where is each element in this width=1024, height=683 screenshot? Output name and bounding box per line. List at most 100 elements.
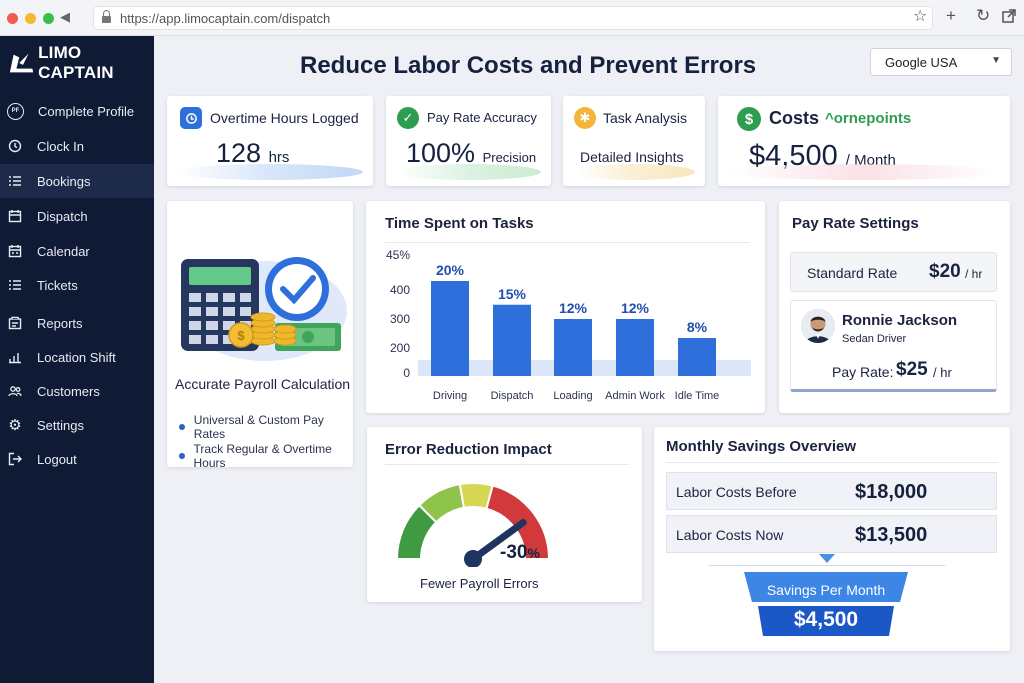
driver-rate-value: $25 (896, 359, 928, 380)
y-tick-label: 45% (386, 248, 410, 262)
driver-name: Ronnie Jackson (842, 312, 958, 329)
pay-rate-accuracy-card: ✓ Pay Rate Accuracy 100% Precision (386, 96, 551, 186)
bar-admin-work[interactable] (616, 319, 654, 376)
ticket-icon (7, 277, 23, 293)
close-window-button[interactable] (7, 13, 18, 24)
back-arrow-icon[interactable]: ◀ (60, 9, 70, 24)
driver-rate-unit: / hr (933, 365, 952, 380)
customers-icon (7, 383, 23, 399)
url-text: https://app.limocaptain.com/dispatch (120, 11, 331, 26)
y-tick-label: 200 (390, 341, 410, 355)
sidebar-item-tickets[interactable]: Tickets (0, 268, 154, 302)
maximize-window-button[interactable] (43, 13, 54, 24)
standard-rate-row[interactable]: Standard Rate $20 / hr (790, 252, 997, 292)
puzzle-icon: ✱ (574, 107, 596, 129)
overtime-hours-card: Overtime Hours Logged 128 hrs (167, 96, 373, 186)
error-reduction-title: Error Reduction Impact (385, 441, 552, 458)
sidebar-item-location-shift[interactable]: Location Shift (0, 340, 154, 374)
address-bar[interactable]: https://app.limocaptain.com/dispatch (93, 6, 933, 30)
bar-chart: 0 200 300 400 45% 20% Driving 15% Dispatch 12% Loa… (386, 248, 751, 402)
error-reduction-card: Error Reduction Impact -30% Fewer Payrol… (367, 427, 642, 602)
error-reduction-suffix: % (527, 545, 540, 561)
chevron-down-icon: ▼ (991, 55, 1001, 66)
standard-rate-unit: / hr (965, 267, 983, 281)
time-spent-chart-card: Time Spent on Tasks 0 200 300 400 45% 20% Driv… (366, 201, 765, 413)
sidebar-item-label: Reports (37, 315, 83, 331)
error-reduction-value: -30% (500, 542, 540, 564)
y-tick-label: 300 (390, 312, 410, 326)
clock-badge-icon (180, 107, 202, 129)
labor-costs-now-value: $13,500 (855, 524, 928, 546)
x-category-label: Driving (433, 390, 467, 402)
sidebar-item-complete-profile[interactable]: PF Complete Profile (0, 94, 154, 128)
payroll-bullet: Universal & Custom Pay Rates (179, 413, 353, 441)
sidebar-item-label: Customers (37, 383, 100, 399)
profile-badge-icon: PF (7, 102, 24, 120)
sidebar-item-clock-in[interactable]: Clock In (0, 129, 154, 163)
sidebar-item-settings[interactable]: ⚙ Settings (0, 408, 154, 442)
bar-loading[interactable] (554, 319, 592, 376)
accuracy-value: 100% Precision (406, 138, 536, 169)
sidebar-item-calendar[interactable]: Calendar (0, 234, 154, 268)
savings-banner (744, 572, 908, 636)
reload-icon[interactable]: ↻ (976, 6, 991, 25)
overtime-number: 128 (216, 138, 262, 168)
savings-per-month-value: $4,500 (793, 608, 859, 631)
decorative-wave (728, 164, 1000, 180)
sidebar-item-dispatch[interactable]: Dispatch (0, 199, 154, 233)
sidebar-item-label: Settings (37, 417, 84, 433)
svg-text:$: $ (237, 328, 245, 343)
decorative-wave (573, 164, 695, 180)
monthly-savings-card: Monthly Savings Overview Labor Costs Bef… (654, 427, 1010, 651)
bar-data-label: 15% (498, 286, 527, 302)
minimize-window-button[interactable] (25, 13, 36, 24)
x-category-label: Idle Time (675, 390, 720, 402)
calculator-illustration-icon: $ (181, 257, 347, 361)
bar-driving[interactable] (431, 281, 469, 376)
bar-data-label: 8% (687, 319, 708, 335)
task-analysis-value: Detailed Insights (580, 149, 684, 165)
accuracy-unit: Precision (482, 150, 537, 165)
decorative-wave (177, 164, 363, 180)
sidebar-item-label: Clock In (37, 138, 84, 154)
gauge-hub (464, 550, 482, 567)
calendar-icon (7, 243, 23, 259)
sidebar-item-logout[interactable]: Logout (0, 442, 154, 476)
brand-logo[interactable]: LIMO CAPTAIN (8, 43, 154, 82)
pay-rate-settings-card: Pay Rate Settings Standard Rate $20 / hr… (779, 201, 1010, 413)
location-icon (7, 349, 23, 365)
labor-costs-before-value: $18,000 (855, 481, 928, 503)
payroll-bullet: Track Regular & Overtime Hours (179, 442, 353, 470)
checkmark-icon: ✓ (397, 107, 419, 129)
brand-name: LIMO CAPTAIN (38, 43, 114, 82)
bar-idle-time[interactable] (678, 338, 716, 376)
overtime-value: 128 hrs (216, 138, 289, 169)
external-link-icon[interactable] (1002, 8, 1016, 28)
bar-data-label: 12% (621, 300, 650, 316)
region-select-value: Google USA (885, 55, 958, 70)
x-category-label: Admin Work (605, 390, 665, 402)
driver-rate-label: Pay Rate: (832, 364, 894, 380)
new-tab-plus-icon[interactable]: + (946, 6, 956, 25)
error-reduction-caption: Fewer Payroll Errors (420, 576, 539, 591)
task-analysis-card: ✱ Task Analysis Detailed Insights (563, 96, 705, 186)
region-select[interactable]: Google USA ▼ (870, 48, 1012, 76)
sidebar-item-label: Location Shift (37, 349, 116, 365)
driver-rate-row[interactable]: Ronnie Jackson Sedan Driver Pay Rate: $2… (790, 300, 997, 392)
payroll-title: Accurate Payroll Calculation (175, 376, 351, 392)
chart-title: Time Spent on Tasks (385, 215, 534, 232)
payroll-bullet-text: Track Regular & Overtime Hours (193, 442, 332, 470)
sidebar-item-customers[interactable]: Customers (0, 374, 154, 408)
standard-rate-value: $20 (929, 261, 961, 282)
bookmark-star-icon[interactable]: ☆ (913, 8, 928, 25)
sidebar-item-bookings[interactable]: Bookings (0, 164, 154, 198)
sidebar-item-reports[interactable]: Reports (0, 306, 154, 340)
list-icon (7, 173, 23, 189)
bar-dispatch[interactable] (493, 304, 531, 376)
accuracy-label: Pay Rate Accuracy (427, 110, 537, 125)
y-tick-label: 0 (403, 366, 410, 380)
labor-costs-now-row: Labor Costs Now $13,500 (666, 515, 997, 553)
lock-icon (102, 10, 111, 23)
bar-data-label: 12% (559, 300, 588, 316)
costs-card: $ Costs ^ornepoints $4,500 / Month (718, 96, 1010, 186)
